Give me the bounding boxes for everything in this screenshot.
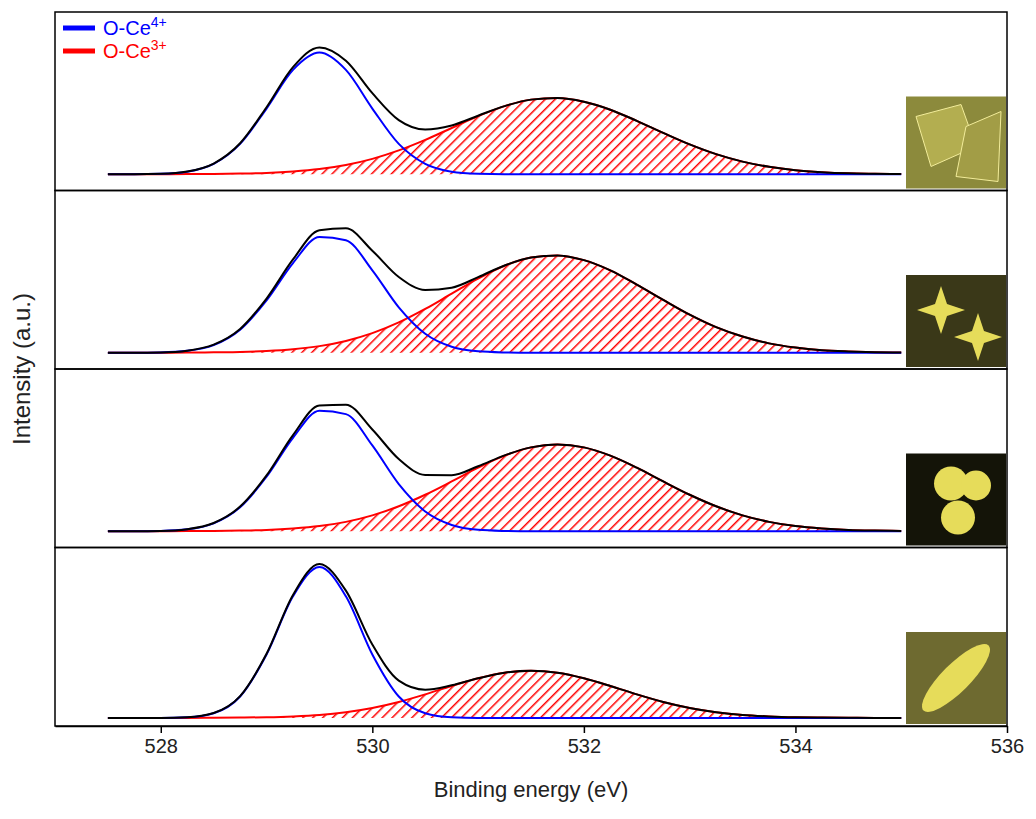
- plot-marks: [108, 564, 901, 718]
- sem-shape: [954, 313, 1002, 361]
- area-fill: [108, 444, 901, 531]
- x-tick: 532: [568, 726, 601, 757]
- panel-frame: [55, 12, 1007, 191]
- panel-frame: [55, 369, 1007, 548]
- legend: O-Ce4+O-Ce3+: [63, 14, 167, 62]
- series-line: [108, 411, 901, 532]
- sem-shape: [941, 501, 975, 535]
- panel: [55, 548, 1007, 727]
- series-line: [108, 237, 901, 353]
- chart-root: O-Ce4+O-Ce3+ 528 530 532 534 536 Binding energ…: [0, 0, 1036, 819]
- sem-inset: [906, 97, 1006, 189]
- panel: [55, 12, 1007, 191]
- chart-svg: O-Ce4+O-Ce3+ 528 530 532 534 536 Binding energ…: [0, 0, 1036, 819]
- series-line: [108, 564, 901, 718]
- sem-inset: [906, 275, 1006, 367]
- x-tick-label: 532: [568, 735, 601, 757]
- series-line: [108, 47, 901, 174]
- x-tick-label: 528: [145, 735, 178, 757]
- series-line: [108, 228, 901, 352]
- x-tick-mark: [584, 726, 586, 733]
- sem-shape: [956, 112, 1001, 182]
- sem-inset: [906, 454, 1006, 546]
- panel-frame: [55, 548, 1007, 727]
- area-outline: [108, 671, 901, 718]
- x-tick-mark: [161, 726, 163, 733]
- legend-label: O-Ce3+: [103, 37, 167, 62]
- area-outline: [108, 444, 901, 531]
- x-tick: 534: [779, 726, 812, 757]
- x-tick-mark: [372, 726, 374, 733]
- sem-shape: [914, 636, 999, 721]
- panel: [55, 369, 1007, 548]
- plot-marks: [108, 47, 901, 174]
- legend-swatch: [63, 26, 95, 31]
- sem-shape: [917, 286, 965, 334]
- x-axis: 528 530 532 534 536: [56, 726, 1025, 757]
- x-tick-label: 534: [779, 735, 812, 757]
- x-tick-label: 536: [991, 735, 1024, 757]
- panel: [55, 191, 1007, 370]
- x-tick: 530: [356, 726, 389, 757]
- series-line: [108, 567, 901, 718]
- area-fill: [108, 98, 901, 174]
- sem-inset-bg: [906, 632, 1006, 724]
- plot-marks: [108, 228, 901, 352]
- sem-shape: [961, 471, 991, 501]
- x-axis-title: Binding energy (eV): [434, 777, 628, 802]
- panel-frame: [55, 191, 1007, 370]
- area-outline: [108, 98, 901, 174]
- sem-inset: [906, 632, 1006, 724]
- x-tick-mark: [795, 726, 797, 733]
- legend-swatch: [63, 49, 95, 54]
- series-line: [108, 405, 901, 532]
- x-tick: 528: [145, 726, 178, 757]
- area-fill: [108, 671, 901, 718]
- x-tick-mark: [1007, 726, 1009, 733]
- plot-marks: [108, 405, 901, 532]
- sem-inset-bg: [906, 275, 1006, 367]
- sem-inset-bg: [906, 454, 1006, 546]
- legend-label: O-Ce4+: [103, 14, 167, 39]
- x-axis-line: [56, 726, 1008, 728]
- sem-inset-bg: [906, 97, 1006, 189]
- x-tick: 536: [991, 726, 1024, 757]
- x-tick-label: 530: [356, 735, 389, 757]
- y-axis-title: Intensity (a.u.): [8, 293, 35, 445]
